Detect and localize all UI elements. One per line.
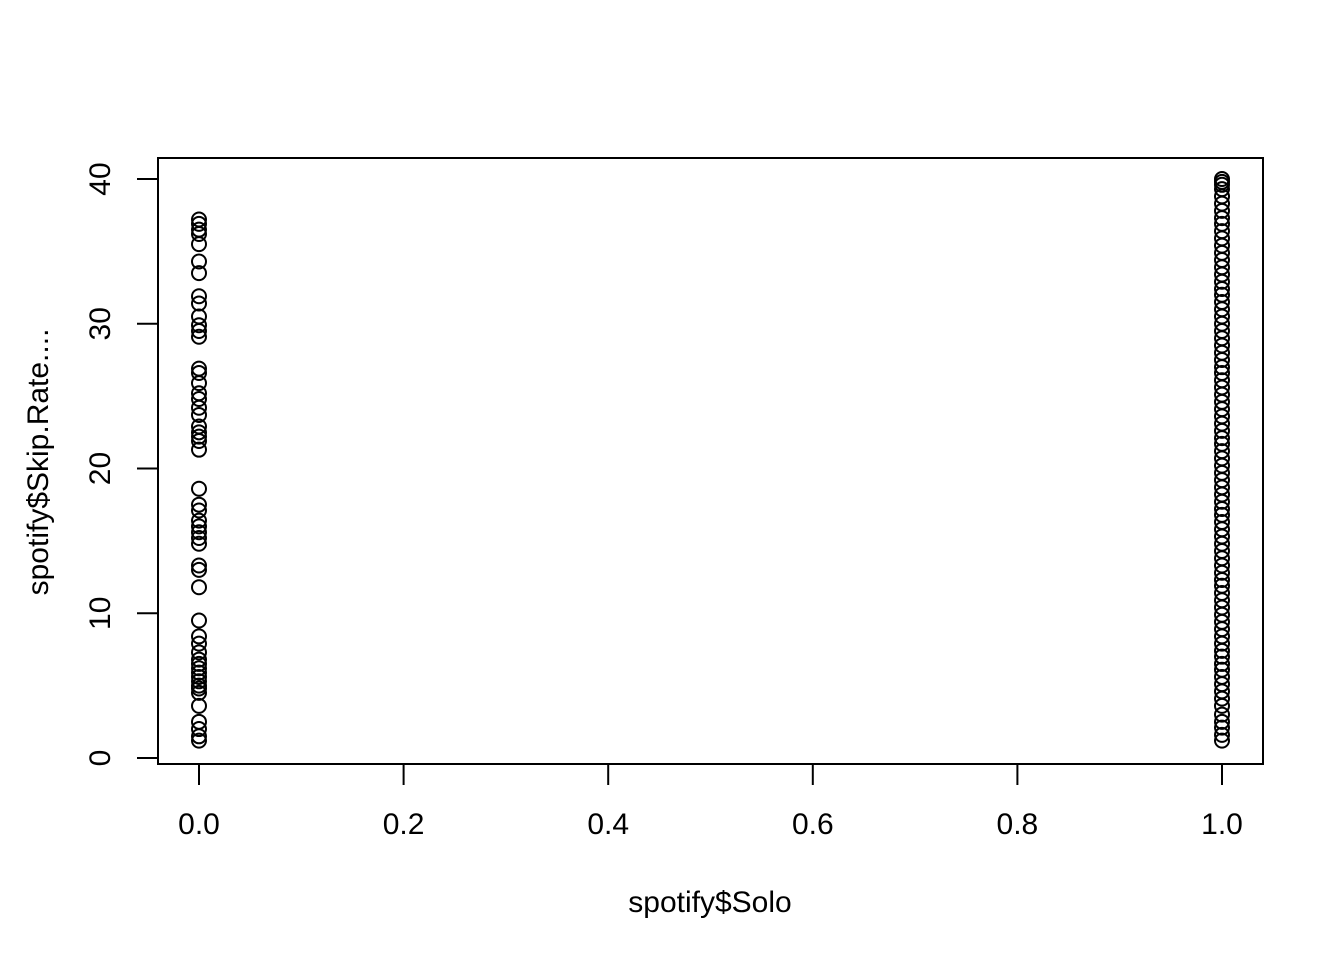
data-point: [191, 651, 207, 668]
data-point: [191, 684, 207, 701]
data-point: [191, 295, 207, 312]
data-point: [191, 628, 207, 645]
data-point: [191, 418, 207, 435]
x-tick-label: 0.4: [587, 808, 629, 841]
x-axis-label: spotify$Solo: [628, 886, 791, 919]
points-layer: [191, 171, 1230, 749]
data-point: [191, 502, 207, 519]
plot-frame: [157, 157, 1264, 765]
data-point: [191, 713, 207, 730]
y-tick-label: 30: [84, 307, 117, 340]
data-point: [191, 221, 207, 238]
x-tick-label: 0.6: [792, 808, 834, 841]
data-point: [191, 424, 207, 441]
data-point: [191, 288, 207, 305]
data-point: [191, 535, 207, 552]
data-point: [191, 308, 207, 325]
data-point: [191, 428, 207, 445]
x-tick-label: 0.8: [997, 808, 1039, 841]
data-point: [191, 561, 207, 578]
data-point: [1214, 181, 1230, 198]
data-point: [191, 265, 207, 282]
data-point: [191, 529, 207, 546]
data-point: [191, 612, 207, 629]
data-point: [191, 406, 207, 423]
data-point: [191, 328, 207, 345]
data-point: [191, 480, 207, 497]
data-point: [191, 364, 207, 381]
y-tick-label: 20: [84, 452, 117, 485]
data-point: [191, 518, 207, 535]
y-tick-label: 10: [84, 597, 117, 630]
data-point: [191, 360, 207, 377]
data-point: [191, 721, 207, 738]
x-tick-label: 0.2: [383, 808, 425, 841]
data-point: [191, 385, 207, 402]
data-point: [191, 215, 207, 232]
y-tick-label: 0: [84, 750, 117, 767]
data-point: [1214, 706, 1230, 723]
y-tick-label: 40: [84, 162, 117, 195]
data-point: [191, 512, 207, 529]
x-axis: 0.0 0.2 0.4 0.6 0.8 1.0: [178, 763, 1243, 841]
x-tick-label: 1.0: [1201, 808, 1243, 841]
data-point: [191, 317, 207, 334]
data-point: [191, 635, 207, 652]
y-axis: 0 10 20 30 40: [84, 162, 159, 767]
data-point: [191, 732, 207, 749]
data-point: [191, 579, 207, 596]
y-axis-label: spotify$Skip.Rate....: [22, 329, 55, 596]
data-point: [191, 697, 207, 714]
data-point: [191, 391, 207, 408]
data-point: [191, 253, 207, 270]
data-point: [1214, 171, 1230, 187]
data-point: [191, 660, 207, 677]
data-point: [191, 655, 207, 672]
data-point: [191, 496, 207, 513]
data-point: [191, 211, 207, 228]
data-point: [191, 557, 207, 574]
data-point: [191, 644, 207, 661]
data-point: [191, 524, 207, 541]
data-point: [1214, 713, 1230, 730]
x-tick-label: 0.0: [178, 808, 220, 841]
